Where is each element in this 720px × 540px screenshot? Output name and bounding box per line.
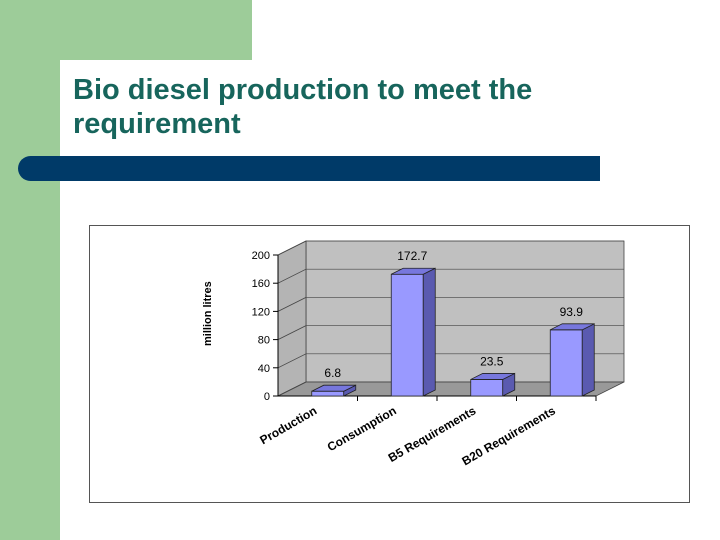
bar-front (470, 379, 504, 397)
y-tick-label: 200 (252, 250, 270, 262)
y-gridline (277, 297, 307, 312)
y-tick-label: 160 (252, 278, 270, 290)
side-band (0, 0, 60, 540)
title-area (60, 60, 720, 156)
bar-front (390, 273, 424, 397)
bar-data-label: 93.9 (560, 305, 584, 319)
title-bar (18, 156, 600, 181)
y-gridline (277, 381, 307, 397)
bar-data-label: 23.5 (480, 354, 504, 368)
x-category-label: Production (257, 403, 319, 447)
bar-top (550, 323, 595, 331)
bar-top (470, 373, 515, 380)
bar-top (311, 384, 356, 392)
y-tick-label: 120 (252, 306, 270, 318)
y-gridline (277, 268, 307, 284)
bar-side (581, 323, 595, 397)
chart-side-wall (277, 240, 307, 397)
y-gridline (277, 240, 307, 256)
bar-data-label: 6.8 (324, 366, 341, 380)
y-axis-label: million litres (202, 281, 214, 346)
y-tick-label: 0 (264, 391, 270, 403)
bar-front (549, 329, 583, 397)
y-tick-label: 80 (258, 335, 270, 347)
slide-title: Bio diesel production to meet the requir… (73, 74, 533, 140)
y-gridline (277, 353, 307, 369)
bar-data-label: 172.7 (397, 249, 427, 263)
corner-block (0, 0, 252, 60)
y-gridline (277, 325, 307, 340)
bar-front (311, 390, 345, 397)
x-category-label: Consumption (325, 403, 399, 454)
y-tick-label: 40 (258, 363, 270, 375)
bar-side (422, 267, 436, 397)
bar-top (391, 267, 436, 275)
